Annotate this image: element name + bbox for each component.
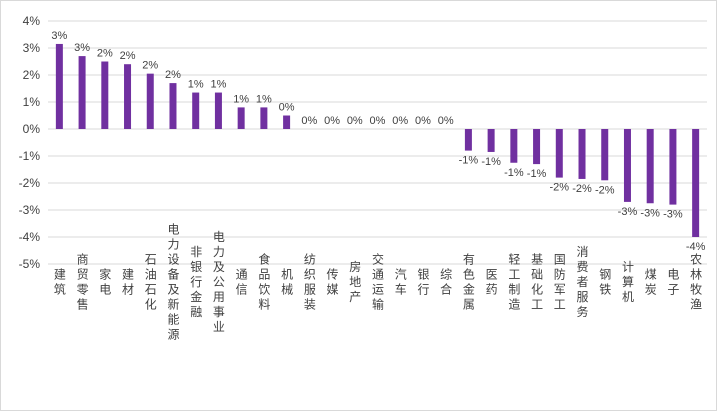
bar bbox=[169, 83, 177, 129]
category-label: 建筑 bbox=[52, 268, 66, 298]
category-label: 石油石化 bbox=[143, 253, 157, 313]
bar bbox=[55, 43, 63, 130]
bar bbox=[555, 129, 563, 178]
category-label: 建材 bbox=[121, 268, 135, 298]
category-label: 钢铁 bbox=[598, 268, 612, 298]
bar bbox=[260, 107, 268, 129]
y-tick-label: -5% bbox=[19, 257, 41, 271]
bar bbox=[487, 129, 495, 152]
category-label: 通信 bbox=[234, 268, 248, 298]
data-label: -3% bbox=[618, 206, 638, 218]
data-label: 3% bbox=[51, 30, 67, 42]
data-label: 3% bbox=[74, 42, 90, 54]
category-label: 房地产 bbox=[348, 259, 362, 305]
data-label: -2% bbox=[595, 184, 615, 196]
y-tick-label: 1% bbox=[23, 95, 41, 109]
data-label: 1% bbox=[233, 93, 249, 105]
category-label: 汽车 bbox=[393, 267, 407, 298]
bar bbox=[214, 92, 222, 129]
bar bbox=[192, 92, 200, 129]
y-tick-label: 4% bbox=[23, 14, 41, 28]
category-label: 非银行金融 bbox=[189, 245, 203, 320]
y-tick-label: 0% bbox=[23, 122, 41, 136]
y-axis-tick-labels: 4% 3% 2% 1% 0% -1% -2% -3% -4% -5% bbox=[19, 14, 41, 271]
category-label: 轻工制造 bbox=[507, 253, 521, 313]
category-label: 银行 bbox=[416, 268, 430, 298]
category-label: 基础化工 bbox=[530, 253, 544, 313]
bar bbox=[510, 129, 518, 163]
data-label: 0% bbox=[347, 115, 363, 127]
category-label: 医药 bbox=[484, 268, 498, 298]
category-label: 交通运输 bbox=[371, 252, 385, 313]
data-label: 0% bbox=[415, 115, 431, 127]
bar bbox=[601, 129, 609, 181]
category-label: 消费者服务 bbox=[575, 245, 589, 320]
category-labels: 建筑 商贸零售 家电 建材 石油石化 电力设备及新能源 非银行金融 电力及公用事业 通信 食品饮料… bbox=[52, 223, 702, 343]
bar bbox=[146, 73, 154, 129]
category-label: 纺织服装 bbox=[302, 253, 316, 313]
bar bbox=[578, 129, 586, 179]
data-label: -1% bbox=[504, 167, 524, 179]
data-label: 1% bbox=[210, 79, 226, 91]
data-label: 0% bbox=[301, 115, 317, 127]
bar bbox=[124, 64, 132, 129]
bar bbox=[237, 107, 245, 129]
bar bbox=[101, 61, 109, 129]
category-label: 综合 bbox=[439, 268, 453, 298]
data-label: -4% bbox=[686, 241, 706, 253]
data-label: 0% bbox=[279, 102, 295, 114]
bar bbox=[646, 129, 654, 204]
category-label: 传媒 bbox=[325, 267, 339, 298]
data-label: 2% bbox=[165, 69, 181, 81]
category-label: 电力及公用事业 bbox=[211, 230, 225, 335]
y-tick-label: 3% bbox=[23, 41, 41, 55]
category-label: 煤炭 bbox=[643, 268, 657, 298]
data-labels: 3%3% 2% 2%2%2%1% 1%1% 1%0%0% 0% 0% 0% 0% 0% 0%-1% -… bbox=[51, 30, 705, 253]
data-label: 0% bbox=[438, 115, 454, 127]
bar bbox=[692, 129, 700, 237]
bar bbox=[464, 129, 472, 151]
y-tick-label: -1% bbox=[19, 149, 41, 163]
category-label: 家电 bbox=[98, 267, 112, 298]
data-label: -2% bbox=[550, 182, 570, 194]
data-label: -2% bbox=[572, 183, 592, 195]
y-tick-label: -2% bbox=[19, 176, 41, 190]
data-label: 0% bbox=[392, 115, 408, 127]
data-label: 2% bbox=[142, 60, 158, 72]
y-tick-label: -4% bbox=[19, 230, 41, 244]
bar bbox=[669, 129, 677, 205]
data-label: 0% bbox=[324, 115, 340, 127]
bar bbox=[623, 129, 631, 202]
data-label: -1% bbox=[481, 156, 501, 168]
bar bbox=[78, 56, 86, 129]
data-label: -3% bbox=[663, 209, 683, 221]
category-label: 电子 bbox=[666, 268, 680, 298]
category-label: 国防军工 bbox=[552, 253, 566, 313]
data-label: -1% bbox=[459, 155, 479, 167]
category-label: 机械 bbox=[280, 268, 294, 298]
bar bbox=[533, 129, 541, 165]
bars bbox=[55, 43, 700, 237]
category-label: 农林牧渔 bbox=[689, 253, 703, 313]
data-label: -3% bbox=[640, 207, 660, 219]
y-tick-label: 2% bbox=[23, 68, 41, 82]
data-label: 0% bbox=[370, 115, 386, 127]
data-label: 2% bbox=[97, 48, 113, 60]
category-label: 商贸零售 bbox=[75, 252, 89, 313]
data-label: 1% bbox=[256, 93, 272, 105]
gridlines bbox=[48, 20, 707, 265]
category-label: 计算机 bbox=[620, 260, 634, 305]
y-tick-label: -3% bbox=[19, 203, 41, 217]
data-label: -1% bbox=[527, 168, 547, 180]
bar bbox=[283, 115, 291, 129]
category-label: 电力设备及新能源 bbox=[166, 223, 180, 343]
data-label: 2% bbox=[120, 50, 136, 62]
data-label: 1% bbox=[188, 79, 204, 91]
category-label: 有色金属 bbox=[461, 253, 475, 313]
category-label: 食品饮料 bbox=[257, 252, 271, 313]
